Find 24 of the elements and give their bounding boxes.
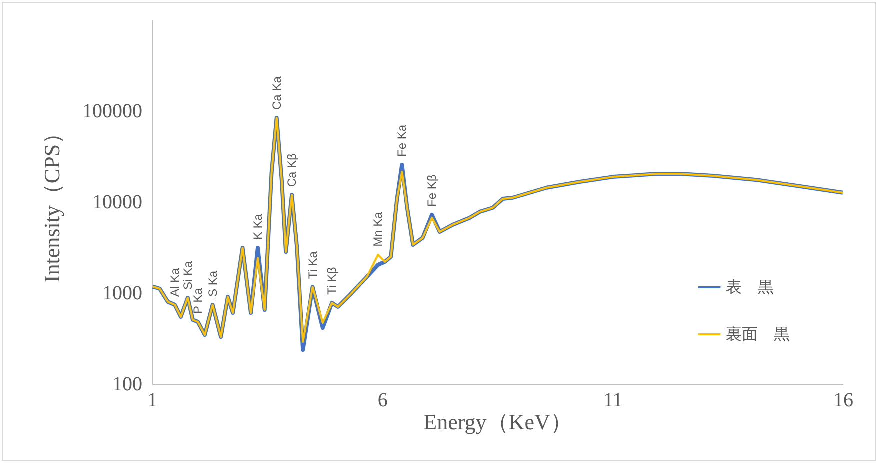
annotation: Ti Ka [306, 251, 320, 280]
annotation: P Ka [191, 288, 206, 314]
annotation: K Ka [250, 214, 265, 240]
y-axis-title: Intensity（CPS） [40, 122, 64, 283]
x-axis-title: Energy（KeV） [424, 410, 572, 434]
y-tick-label: 1000 [102, 282, 142, 304]
y-tick-label: 100 [112, 374, 142, 396]
legend-label: 表 黒 [726, 278, 774, 296]
annotation: Si Ka [180, 261, 195, 290]
annotation: Ca Ka [270, 76, 284, 110]
y-tick-label: 100000 [82, 100, 142, 122]
annotation: Ti Kβ [325, 267, 340, 296]
y-tick-label: 10000 [92, 192, 142, 214]
annotation: Fe Ka [395, 124, 410, 158]
annotation: S Ka [206, 270, 220, 298]
x-tick-label: 6 [378, 390, 388, 412]
annotation: Fe Kβ [425, 174, 440, 207]
annotation: Ca Kβ [285, 153, 300, 188]
annotation: Mn Ka [371, 212, 386, 247]
x-tick-label: 11 [604, 390, 623, 412]
x-tick-label: 16 [834, 390, 854, 412]
x-tick-label: 1 [148, 390, 158, 412]
annotation: Al Ka [168, 268, 182, 298]
legend-label: 裏面 黒 [726, 326, 790, 344]
